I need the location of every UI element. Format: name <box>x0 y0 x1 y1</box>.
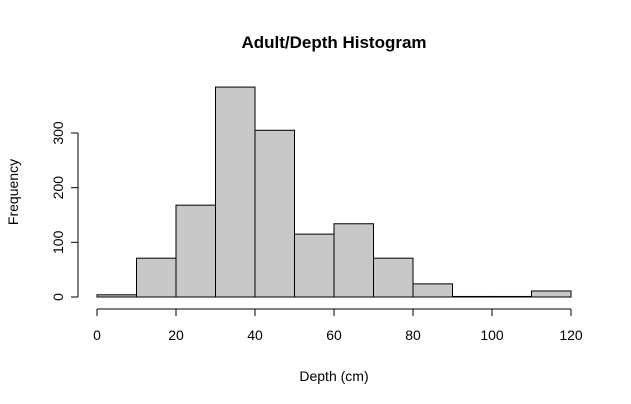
histogram-bar-20-30 <box>175 204 216 298</box>
x-tick-label: 20 <box>168 327 184 343</box>
x-tick-label: 0 <box>93 327 101 343</box>
histogram-bar-110-120 <box>531 290 572 298</box>
histogram-bar-60-70 <box>333 223 374 298</box>
y-tick-label: 200 <box>50 176 66 200</box>
histogram-bar-100-110 <box>491 295 532 298</box>
x-tick-label: 60 <box>326 327 342 343</box>
histogram-bar-70-80 <box>373 257 414 298</box>
y-axis-label: Frequency <box>5 159 21 225</box>
histogram-bar-80-90 <box>412 283 453 298</box>
x-tick-label: 80 <box>405 327 421 343</box>
y-tick-label: 0 <box>50 293 66 301</box>
x-tick-label: 100 <box>480 327 504 343</box>
bars-group <box>96 86 572 298</box>
histogram-bar-40-50 <box>254 129 295 298</box>
chart-title: Adult/Depth Histogram <box>241 33 426 52</box>
x-axis-label: Depth (cm) <box>299 368 368 384</box>
histogram-bar-10-20 <box>136 257 177 298</box>
y-tick-label: 300 <box>50 121 66 145</box>
x-tick-label: 40 <box>247 327 263 343</box>
histogram-bar-0-10 <box>96 294 137 298</box>
histogram-bar-30-40 <box>215 86 256 298</box>
y-axis: 0 100 200 300 <box>50 121 79 301</box>
histogram-bar-50-60 <box>294 233 335 298</box>
y-tick-label: 100 <box>50 230 66 254</box>
histogram-bar-90-100 <box>452 295 493 298</box>
x-tick-label: 120 <box>559 327 583 343</box>
x-axis: 0 20 40 60 80 100 120 <box>93 308 583 343</box>
